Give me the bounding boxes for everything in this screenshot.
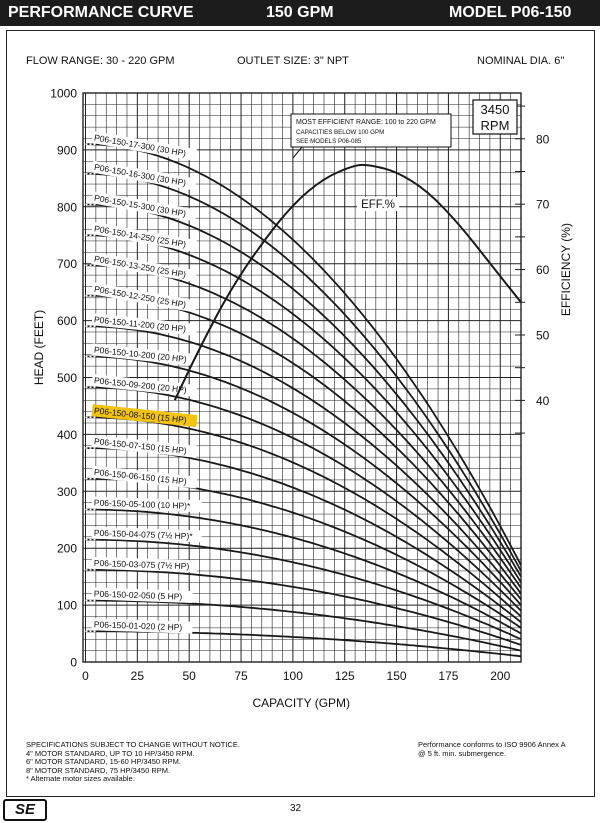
y2-tick-label: 60 (536, 263, 550, 277)
series-label-bg (91, 465, 198, 489)
y2-tick-label: 80 (536, 132, 550, 146)
blank-box (266, 733, 386, 749)
series-label-bg (91, 130, 197, 162)
series-label-bg (91, 434, 198, 458)
series-label-bg (91, 587, 193, 603)
series-line (85, 568, 522, 646)
footer-notes: SPECIFICATIONS SUBJECT TO CHANGE WITHOUT… (26, 740, 240, 784)
company-logo: SE (3, 799, 47, 821)
series-label-bg (91, 526, 202, 543)
note-line2: CAPACITIES BELOW 100 GPM (296, 129, 384, 136)
series-label-group: P06-150-05-100 (10 HP)* (91, 496, 202, 513)
series-line (85, 355, 522, 606)
series-label-bg (91, 343, 198, 367)
series-line (85, 325, 522, 600)
y-tick-label: 400 (57, 428, 77, 442)
series-label-group: P06-150-03-075 (7½ HP) (91, 556, 198, 573)
efficiency-line (173, 163, 522, 401)
series-label-bg (91, 282, 197, 313)
series-line (85, 599, 522, 652)
outlet-size: OUTLET SIZE: 3" NPT (237, 55, 349, 67)
series-label: P06-150-05-100 (10 HP)* (94, 498, 191, 511)
y-tick-label: 1000 (50, 87, 77, 101)
series-line (85, 538, 522, 641)
series-line (85, 508, 522, 635)
series-line (85, 143, 522, 566)
footer-note: 6" MOTOR STANDARD, 15-60 HP/3450 RPM. (26, 757, 181, 767)
plot-border (82, 92, 522, 663)
series-label-group: P06-150-04-075 (7½ HP)* (91, 526, 202, 543)
series-label: P06-150-01-020 (2 HP) (94, 619, 183, 632)
efficiency-label: EFF.% (361, 199, 395, 211)
nominal-dia: NOMINAL DIA. 6" (477, 55, 565, 67)
header-model: MODEL P06-150 (449, 4, 572, 21)
rpm-box-line2: RPM (481, 118, 510, 133)
series-label: P06-150-02-050 (5 HP) (94, 589, 183, 602)
series-line (85, 172, 522, 572)
y-tick-label: 100 (57, 599, 77, 613)
series-label: P06-150-04-075 (7½ HP)* (94, 528, 194, 541)
series-label: P06-150-03-075 (7½ HP) (94, 558, 190, 571)
flow-range: FLOW RANGE: 30 - 220 GPM (26, 55, 175, 67)
series-label-bg (91, 556, 198, 573)
y-tick-label: 800 (57, 200, 77, 214)
series-label-group: P06-150-01-020 (2 HP) (91, 618, 193, 634)
series-label-bg (91, 191, 197, 222)
footer-standard: Performance conforms to ISO 9906 Annex A… (418, 740, 566, 758)
series-label-bg (91, 618, 193, 634)
footer-note: SPECIFICATIONS SUBJECT TO CHANGE WITHOUT… (26, 740, 240, 749)
footer-note: 8" MOTOR STANDARD, 75 HP/3450 RPM. (26, 765, 171, 775)
note-pointer (292, 146, 303, 159)
y-tick-label: 500 (57, 371, 77, 385)
x-tick-label: 50 (183, 669, 197, 683)
series-label-highlight (91, 404, 198, 428)
y-tick-label: 600 (57, 314, 77, 328)
x-tick-label: 75 (234, 669, 248, 683)
x-tick-label: 100 (283, 669, 303, 683)
page-number: 32 (290, 803, 302, 814)
y2-tick-label: 40 (536, 394, 550, 408)
note-box (290, 113, 452, 148)
footer-note: Performance conforms to ISO 9906 Annex A (418, 740, 566, 749)
x-tick-label: 0 (82, 669, 89, 683)
x-tick-label: 175 (438, 669, 458, 683)
y2-tick-label: 70 (536, 198, 550, 212)
y-tick-label: 900 (57, 143, 77, 157)
x-tick-label: 150 (387, 669, 407, 683)
series-label-bg (91, 252, 197, 283)
y-tick-label: 200 (57, 542, 77, 556)
series-label-bg (91, 374, 198, 397)
y2-tick-label: 50 (536, 328, 550, 342)
x-tick-label: 125 (335, 669, 355, 683)
footer-note: @ 5 ft. min. submergence. (418, 748, 507, 758)
x-tick-label: 200 (490, 669, 510, 683)
y-tick-label: 700 (57, 257, 77, 271)
chart-frame (6, 30, 595, 797)
footer-note: * Alternate motor sizes available. (26, 774, 135, 784)
series-label-group: P06-150-02-050 (5 HP) (91, 587, 193, 603)
rpm-box-line1: 3450 (481, 102, 510, 117)
x-tick-label: 25 (131, 669, 145, 683)
rpm-box (472, 99, 518, 135)
y-axis-title: HEAD (FEET) (32, 310, 46, 385)
series-label-bg (91, 313, 198, 337)
x-axis-title: CAPACITY (GPM) (252, 696, 350, 710)
note-line3: SEE MODELS P06-085 (296, 138, 362, 145)
y2-axis-title: EFFICIENCY (%) (559, 223, 573, 316)
series-line (85, 386, 522, 612)
header-flow: 150 GPM (266, 4, 334, 21)
footer-note: 4" MOTOR STANDARD, UP TO 10 HP/3450 RPM. (26, 748, 195, 758)
y-tick-label: 300 (57, 485, 77, 499)
series-label-bg (91, 160, 197, 191)
header-bar: PERFORMANCE CURVE 150 GPM MODEL P06-150 (0, 0, 600, 26)
note-line1: MOST EFFICIENT RANGE: 100 to 220 GPM (296, 119, 436, 126)
y-tick-label: 0 (70, 656, 77, 670)
header-title: PERFORMANCE CURVE (8, 4, 194, 21)
series-label-bg (91, 222, 197, 253)
series-label-bg (91, 496, 202, 513)
efficiency-label-bg (357, 197, 399, 211)
